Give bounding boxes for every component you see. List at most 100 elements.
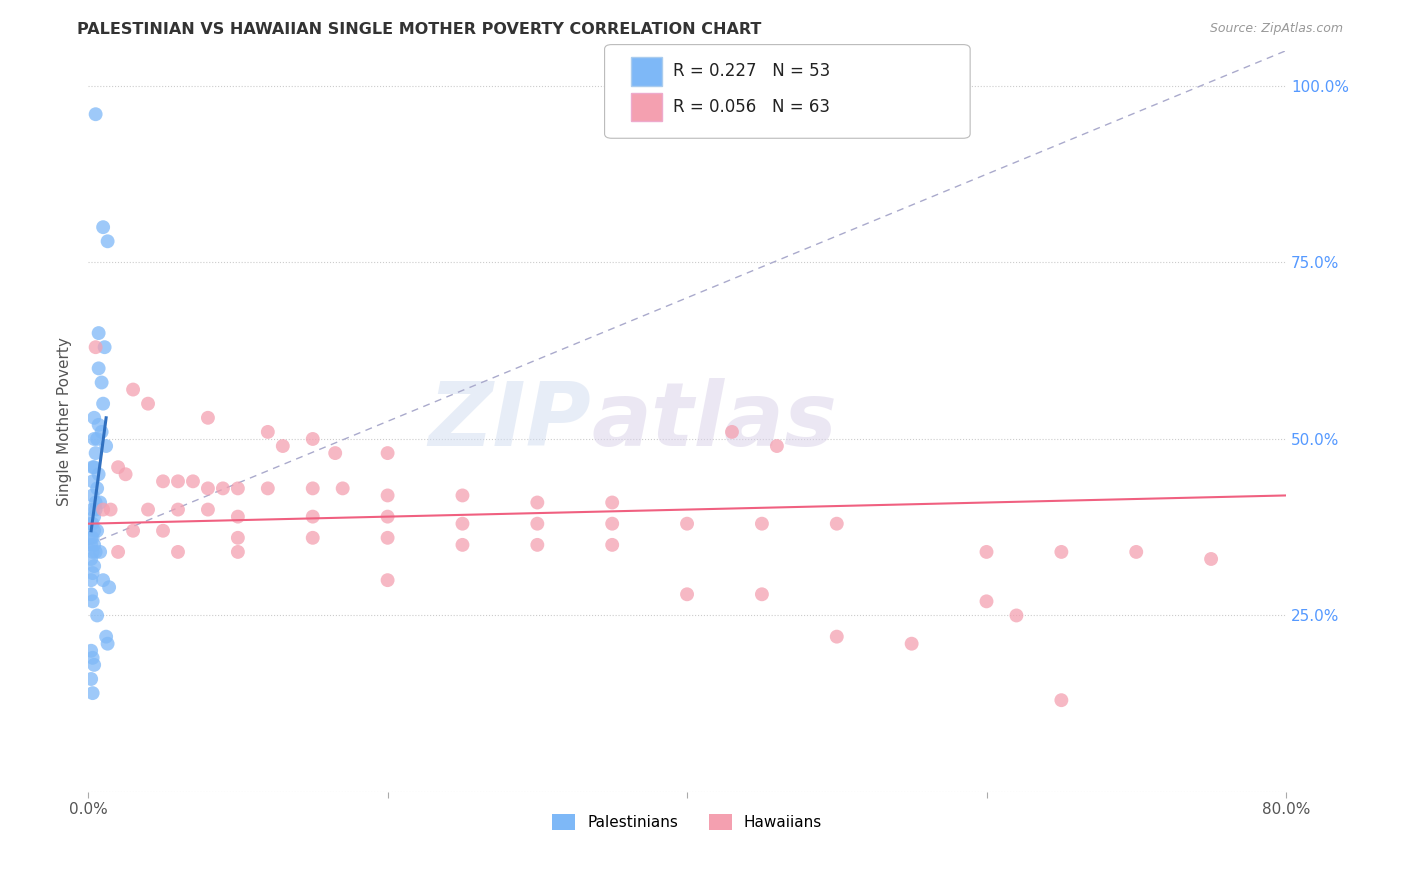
Point bbox=[80, 644, 103, 658]
Point bbox=[82, 566, 104, 580]
Point bbox=[83, 657, 105, 672]
Point bbox=[451, 488, 474, 502]
Point bbox=[332, 482, 354, 496]
Point bbox=[80, 587, 103, 601]
Point bbox=[167, 502, 190, 516]
Point bbox=[80, 552, 103, 566]
Point bbox=[82, 686, 104, 700]
Point bbox=[86, 524, 108, 538]
Point bbox=[84, 340, 107, 354]
Point bbox=[526, 516, 548, 531]
Point bbox=[80, 573, 103, 587]
Point bbox=[87, 326, 110, 340]
Point bbox=[136, 397, 159, 411]
Text: PALESTINIAN VS HAWAIIAN SINGLE MOTHER POVERTY CORRELATION CHART: PALESTINIAN VS HAWAIIAN SINGLE MOTHER PO… bbox=[77, 22, 762, 37]
Point bbox=[82, 545, 104, 559]
Point bbox=[82, 488, 104, 502]
Point bbox=[82, 475, 104, 489]
Point bbox=[377, 446, 399, 460]
Point bbox=[100, 502, 122, 516]
Point bbox=[1050, 693, 1073, 707]
Point bbox=[1199, 552, 1222, 566]
Point bbox=[226, 509, 249, 524]
Point bbox=[84, 107, 107, 121]
Point bbox=[122, 383, 145, 397]
Point bbox=[80, 538, 103, 552]
Point bbox=[751, 516, 773, 531]
Point bbox=[1005, 608, 1028, 623]
Point bbox=[90, 376, 112, 390]
Point bbox=[721, 425, 744, 439]
Point bbox=[197, 482, 219, 496]
Point bbox=[82, 502, 104, 516]
Point bbox=[98, 580, 121, 594]
Point bbox=[80, 516, 103, 531]
Point bbox=[1050, 545, 1073, 559]
Point bbox=[114, 467, 136, 482]
Point bbox=[107, 460, 129, 475]
Point bbox=[82, 650, 104, 665]
Point bbox=[377, 531, 399, 545]
Point bbox=[256, 482, 278, 496]
Point bbox=[323, 446, 346, 460]
Point bbox=[197, 410, 219, 425]
Point bbox=[226, 531, 249, 545]
Point bbox=[1125, 545, 1147, 559]
Point bbox=[86, 608, 108, 623]
Point bbox=[83, 524, 105, 538]
Point bbox=[83, 410, 105, 425]
Point bbox=[83, 559, 105, 574]
Point bbox=[377, 509, 399, 524]
Point bbox=[82, 516, 104, 531]
Point bbox=[766, 439, 789, 453]
Text: Source: ZipAtlas.com: Source: ZipAtlas.com bbox=[1209, 22, 1343, 36]
Point bbox=[152, 475, 174, 489]
Legend: Palestinians, Hawaiians: Palestinians, Hawaiians bbox=[546, 808, 828, 836]
Text: ZIP: ZIP bbox=[429, 378, 592, 465]
Point bbox=[86, 432, 108, 446]
Text: R = 0.227   N = 53: R = 0.227 N = 53 bbox=[673, 62, 831, 80]
Point bbox=[256, 425, 278, 439]
Point bbox=[167, 545, 190, 559]
Point bbox=[167, 475, 190, 489]
Point bbox=[976, 594, 998, 608]
Point bbox=[90, 425, 112, 439]
Point bbox=[83, 460, 105, 475]
Point bbox=[91, 397, 114, 411]
Point bbox=[91, 502, 114, 516]
Point bbox=[91, 573, 114, 587]
Point bbox=[93, 340, 115, 354]
Point bbox=[301, 509, 323, 524]
Point bbox=[87, 417, 110, 432]
Point bbox=[301, 531, 323, 545]
Point bbox=[301, 432, 323, 446]
Point bbox=[80, 531, 103, 545]
Point bbox=[84, 545, 107, 559]
Point bbox=[301, 482, 323, 496]
Point bbox=[676, 587, 699, 601]
Point bbox=[82, 594, 104, 608]
Point bbox=[526, 495, 548, 509]
Point bbox=[107, 545, 129, 559]
Point bbox=[152, 524, 174, 538]
Point bbox=[84, 495, 107, 509]
Y-axis label: Single Mother Poverty: Single Mother Poverty bbox=[58, 337, 72, 506]
Point bbox=[825, 630, 848, 644]
Point bbox=[136, 502, 159, 516]
Point bbox=[212, 482, 235, 496]
Point bbox=[676, 516, 699, 531]
Point bbox=[80, 672, 103, 686]
Point bbox=[226, 545, 249, 559]
Point bbox=[82, 460, 104, 475]
Point bbox=[451, 516, 474, 531]
Text: atlas: atlas bbox=[592, 378, 837, 465]
Point bbox=[600, 516, 623, 531]
Point bbox=[122, 524, 145, 538]
Point bbox=[87, 467, 110, 482]
Point bbox=[377, 488, 399, 502]
Point bbox=[83, 432, 105, 446]
Point bbox=[89, 545, 111, 559]
Point bbox=[94, 630, 117, 644]
Point bbox=[83, 538, 105, 552]
Point bbox=[84, 446, 107, 460]
